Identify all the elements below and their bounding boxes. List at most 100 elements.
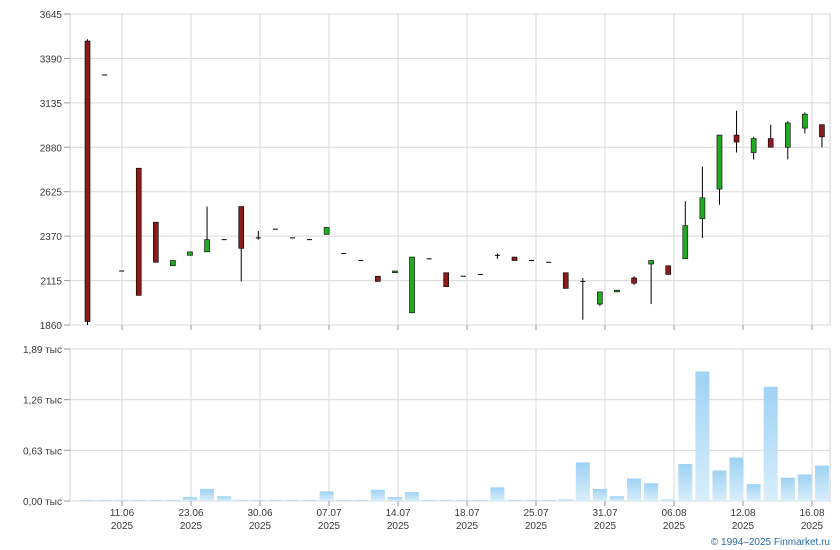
date-tick-label: 31.07 [592,508,617,519]
date-tick-year: 2025 [663,521,686,532]
candle-body [767,138,774,148]
candle-body [170,260,176,267]
volume-bar [217,496,232,501]
candle-body [238,206,245,249]
volume-bar [575,462,590,501]
volume-bar [422,500,437,501]
volume-bar [524,500,539,501]
date-tick-year: 2025 [387,521,410,532]
volume-bar [97,500,112,501]
volume-bar [182,496,197,501]
price-tick-label: 3390 [40,54,63,65]
price-tick-label: 2880 [40,143,63,154]
candle-body [135,167,142,296]
volume-bar [353,500,368,501]
candle-body [648,260,654,265]
copyright-credit: © 1994–2025 Finmarket.ru [711,537,830,548]
candle-body [323,227,330,235]
date-tick-year: 2025 [801,521,824,532]
candle-body [153,221,159,263]
volume-bar [473,500,488,501]
date-tick-label: 14.07 [385,508,410,519]
date-tick-label: 25.07 [523,508,548,519]
date-tick-label: 11.06 [110,508,135,519]
candle-body [733,134,740,143]
price-tick-label: 2370 [40,232,63,243]
volume-tick-label: 0,00 тыс [23,497,62,508]
volume-bar [456,500,471,501]
candle-body [511,256,518,261]
price-tick-label: 3645 [40,10,63,21]
volume-bar [746,484,761,501]
volume-bar [592,488,607,501]
volume-bar [627,478,642,501]
price-tick-label: 2115 [40,277,62,288]
date-tick-label: 07.07 [316,508,341,519]
candle-body [562,272,569,289]
candle-body [204,239,210,253]
volume-bar [644,483,659,501]
volume-tick-label: 0,63 тыс [23,446,62,457]
date-tick-label: 06.08 [661,508,686,519]
volume-bar [490,487,505,501]
volume-bar [200,488,215,501]
volume-bar [285,500,300,501]
date-x-axis: 11.06 2025 23.06 2025 30.06 2025 07.07 2025 14.0… [110,325,825,532]
volume-tick-label: 1,89 тыс [23,345,62,356]
volume-bar [148,500,163,501]
candle-body [631,277,637,284]
volume-bar [695,371,710,501]
date-tick-label: 23.06 [178,508,203,519]
candle-body [375,275,381,282]
volume-bar [797,474,812,501]
volume-bar [814,465,829,501]
date-tick-year: 2025 [318,521,341,532]
date-tick-label: 12.08 [730,508,755,519]
price-plot-area [69,13,831,326]
price-tick-label: 2625 [40,188,63,199]
volume-bar [661,499,676,501]
volume-bar [251,500,266,501]
date-tick-label: 18.07 [454,508,479,519]
volume-bar [712,470,727,501]
candle-body [443,272,449,287]
candle-body [819,124,825,138]
date-tick-year: 2025 [456,521,479,532]
volume-bar [114,500,129,501]
volume-bar [678,464,693,501]
candle-body [665,265,672,275]
volume-bar [80,500,95,501]
candle-body [682,225,689,260]
volume-bar [268,500,283,501]
candle-body [802,113,808,129]
candle-body [716,134,723,190]
volume-bar [780,477,795,501]
volume-bar [370,489,385,501]
date-tick-year: 2025 [111,521,134,532]
volume-bar [319,491,334,501]
price-y-axis: 1860 2115 2370 2625 2880 3135 3390 3645 [40,10,70,332]
volume-bar [507,500,522,501]
date-tick-year: 2025 [732,521,755,532]
date-tick-label: 30.06 [247,508,272,519]
date-tick-label: 16.08 [799,508,824,519]
volume-bar [234,500,249,501]
price-tick-label: 1860 [40,321,63,332]
volume-bars [80,371,829,501]
date-tick-year: 2025 [249,521,272,532]
volume-bar [302,500,317,501]
candle-body [699,197,706,220]
candle-body [84,40,91,322]
volume-bar [729,457,744,501]
candle-body [409,256,415,314]
volume-bar [387,496,402,501]
date-tick-year: 2025 [525,521,548,532]
candle-body [392,270,398,274]
candle-body [784,122,791,148]
date-tick-year: 2025 [180,521,203,532]
volume-bar [609,496,624,501]
candle-body [614,289,620,293]
volume-bar [165,500,180,501]
price-tick-label: 3135 [40,99,63,110]
